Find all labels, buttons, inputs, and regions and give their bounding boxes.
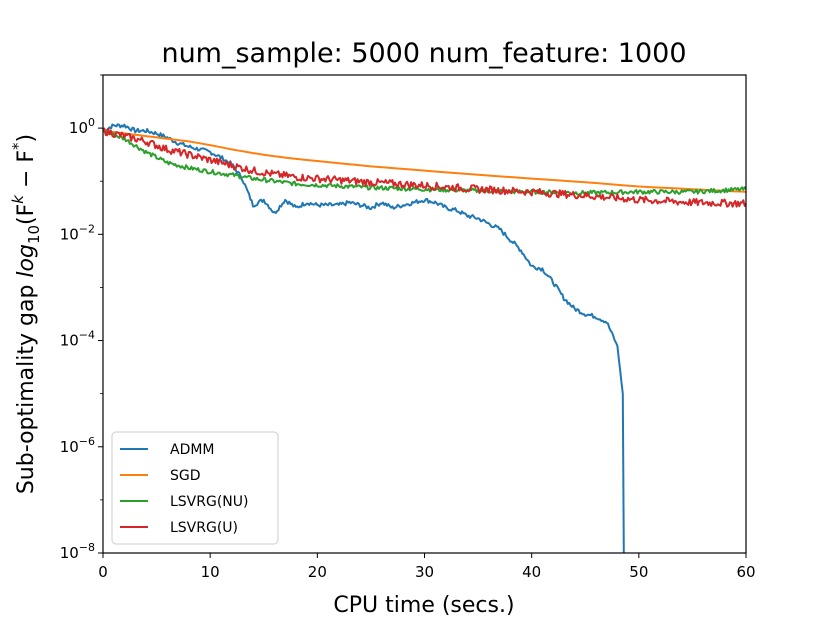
x-tick-label: 60 bbox=[736, 563, 755, 581]
y-tick-label: 100 bbox=[69, 116, 95, 137]
y-tick-label: 10−4 bbox=[60, 329, 95, 350]
series-line-admm bbox=[103, 123, 625, 553]
y-tick-label: 10−8 bbox=[60, 541, 95, 562]
x-tick-label: 50 bbox=[629, 563, 648, 581]
y-axis-label: Sub-optimality gap log10(Fk − F*) bbox=[9, 134, 43, 494]
x-tick-label: 30 bbox=[415, 563, 434, 581]
series-layer bbox=[103, 123, 746, 553]
y-axis-ticks: 100 10−2 10−4 10−6 10−8 bbox=[60, 74, 103, 562]
legend-label: LSVRG(NU) bbox=[170, 494, 248, 510]
y-tick-label: 10−6 bbox=[60, 435, 95, 456]
series-line-sgd bbox=[103, 129, 746, 193]
x-tick-label: 0 bbox=[98, 563, 108, 581]
x-tick-label: 10 bbox=[201, 563, 220, 581]
series-line-lsvrg-nu bbox=[103, 129, 746, 196]
series-line-lsvrg-u bbox=[103, 127, 746, 208]
x-axis-ticks: 0 10 20 30 40 50 60 bbox=[98, 553, 756, 581]
legend-label: SGD bbox=[170, 468, 201, 484]
x-tick-label: 40 bbox=[522, 563, 541, 581]
chart-title: num_sample: 5000 num_feature: 1000 bbox=[161, 38, 686, 69]
x-tick-label: 20 bbox=[308, 563, 327, 581]
legend-box bbox=[111, 431, 279, 545]
legend-label: ADMM bbox=[170, 442, 215, 458]
y-tick-label: 10−2 bbox=[60, 222, 95, 243]
legend-label: LSVRG(U) bbox=[170, 520, 238, 536]
x-axis-label: CPU time (secs.) bbox=[333, 593, 514, 618]
legend: ADMM SGD LSVRG(NU) LSVRG(U) bbox=[111, 431, 279, 545]
